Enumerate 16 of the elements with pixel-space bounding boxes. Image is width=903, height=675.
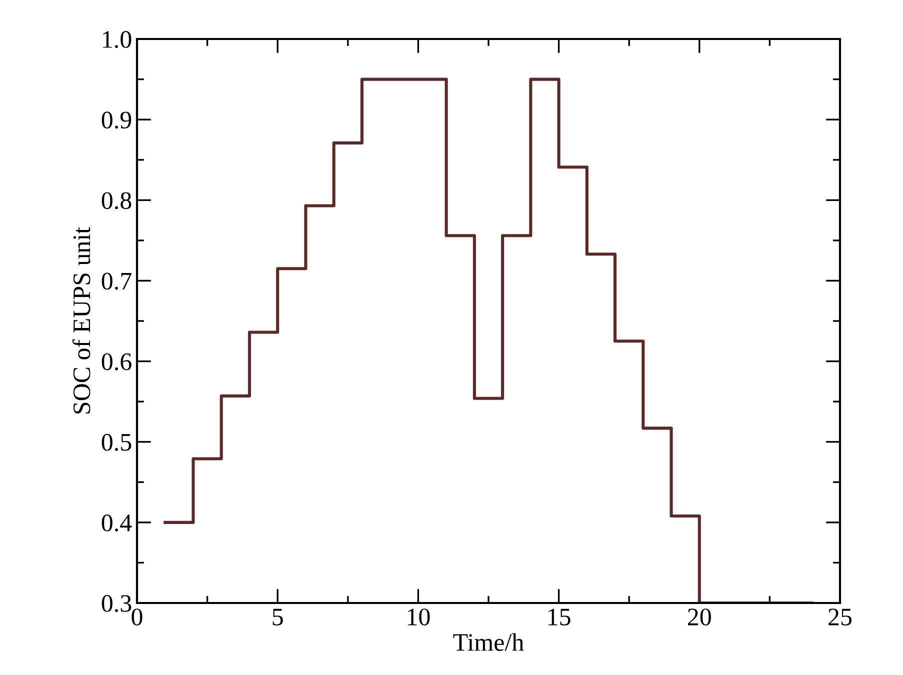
y-tick-label: 0.9	[102, 112, 132, 129]
y-tick-label: 0.3	[102, 595, 132, 612]
x-tick-label: 20	[688, 608, 711, 626]
x-tick-label: 0	[132, 608, 142, 626]
y-tick-label: 1.0	[103, 31, 132, 48]
y-tick-label: 0.5	[102, 434, 132, 451]
x-axis-title: Time/h	[453, 633, 524, 651]
y-axis-title: SOC of EUPS unit	[72, 227, 90, 414]
x-tick-label: 15	[548, 608, 570, 626]
x-tick-label: 5	[272, 608, 283, 626]
x-tick-label: 25	[828, 608, 852, 626]
y-tick-label: 0.6	[102, 353, 132, 370]
y-tick-label: 0.4	[102, 514, 132, 532]
y-tick-label: 0.7	[102, 272, 132, 290]
y-tick-label: 0.8	[102, 192, 132, 210]
x-tick-label: 10	[408, 608, 430, 626]
